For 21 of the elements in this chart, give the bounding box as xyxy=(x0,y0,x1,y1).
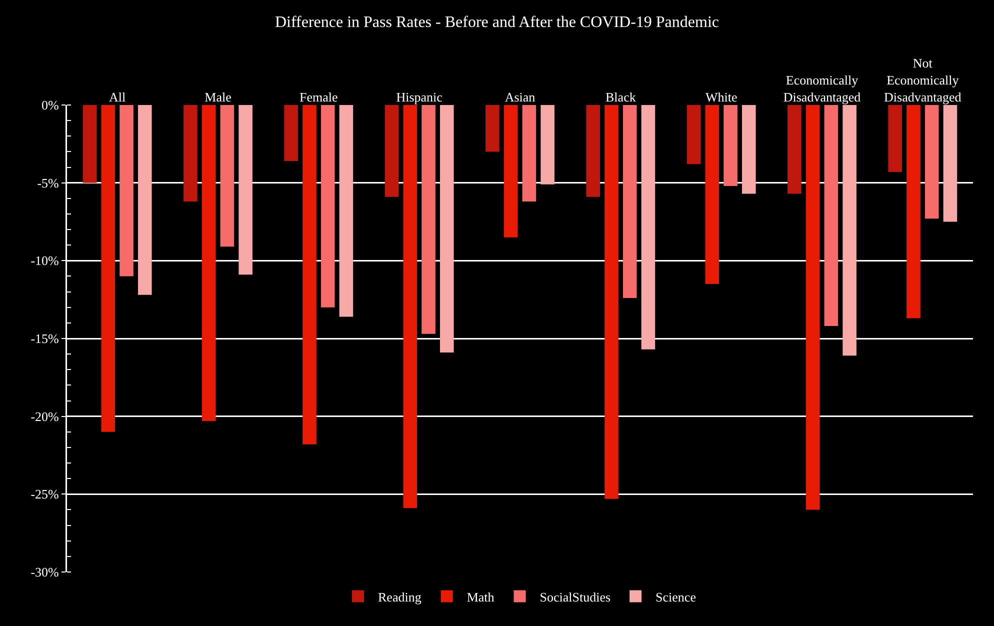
y-tick-label: -30% xyxy=(30,564,60,580)
x-tick-label: Asian xyxy=(504,89,536,104)
chart-title: Difference in Pass Rates - Before and After the COVID-19 Pandemic xyxy=(274,14,720,31)
legend-label: Reading xyxy=(378,589,422,604)
x-tick-label: All xyxy=(109,89,126,104)
x-tick-label: White xyxy=(705,89,738,104)
legend-label: SocialStudies xyxy=(540,589,611,604)
x-tick-label: Black xyxy=(606,89,636,104)
y-tick-label: -20% xyxy=(30,408,60,424)
x-tick-label: Economically Disadvantaged xyxy=(783,72,862,104)
x-tick-label: Not Economically Disadvantaged xyxy=(884,56,962,104)
legend-label: Math xyxy=(466,589,495,604)
y-tick-label: -10% xyxy=(30,253,60,268)
legend-label: Science xyxy=(656,589,696,604)
y-tick-label: -25% xyxy=(30,486,60,502)
x-tick-label: Female xyxy=(300,89,338,104)
y-tick-label: -5% xyxy=(37,175,60,190)
y-tick-label: -15% xyxy=(30,331,60,346)
x-tick-label: Hispanic xyxy=(396,89,443,104)
y-tick-label: 0% xyxy=(42,98,60,113)
x-tick-label: Male xyxy=(204,89,232,104)
